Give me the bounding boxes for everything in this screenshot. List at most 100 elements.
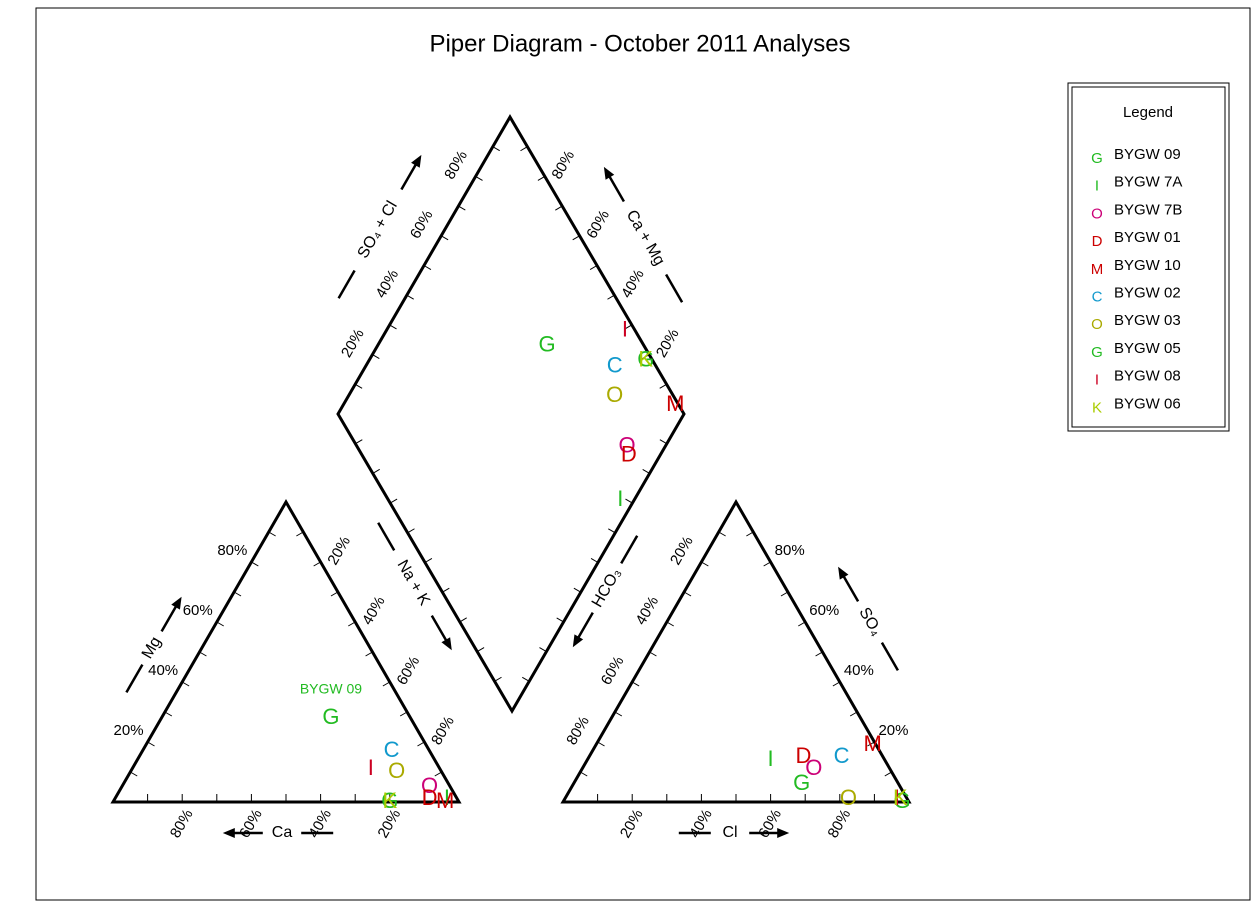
axis-arrow-head xyxy=(838,566,849,580)
cation-point: M xyxy=(436,788,454,813)
legend-label: BYGW 06 xyxy=(1114,395,1181,412)
cation-point: O xyxy=(421,773,438,798)
tick-mark xyxy=(199,651,207,657)
axis-title: Cl xyxy=(722,824,737,841)
diamond-point: M xyxy=(666,391,684,416)
tick-mark xyxy=(434,771,442,777)
anion-point: D xyxy=(796,743,812,768)
tick-mark xyxy=(355,439,363,445)
tick-mark xyxy=(556,617,564,623)
diamond-point: K xyxy=(638,346,653,371)
tick-mark xyxy=(701,561,709,567)
tick-mark xyxy=(642,468,650,474)
tick-mark xyxy=(555,205,563,211)
legend-label: BYGW 09 xyxy=(1114,146,1181,163)
tick-mark xyxy=(354,383,363,389)
tick-mark xyxy=(572,235,580,241)
tick-mark xyxy=(849,711,858,717)
cation-point: D xyxy=(422,785,438,810)
tick-mark xyxy=(798,621,806,627)
tick-mark xyxy=(589,265,598,270)
legend-label: BYGW 7B xyxy=(1114,201,1182,218)
anion-point: K xyxy=(893,785,908,810)
tick-mark xyxy=(718,531,726,537)
legend-marker: O xyxy=(1091,205,1103,222)
tick-mark xyxy=(522,676,530,682)
tick-mark xyxy=(614,711,623,717)
tick-mark xyxy=(625,498,633,504)
tick-mark xyxy=(884,771,892,777)
tick-mark xyxy=(815,651,823,657)
legend-box-inner xyxy=(1071,86,1226,428)
axis-arrow-line xyxy=(841,573,860,603)
tick-mark xyxy=(382,681,391,687)
tick-mark xyxy=(597,741,605,747)
axis-arrow-line xyxy=(337,269,356,299)
anion-point: O xyxy=(840,785,857,810)
diamond-point: G xyxy=(637,346,654,371)
legend-box xyxy=(1067,82,1230,432)
tick-mark xyxy=(216,621,224,627)
diamond-point: O xyxy=(606,382,623,407)
chart-frame xyxy=(35,7,1251,901)
tick-mark xyxy=(268,531,276,537)
tick-mark xyxy=(475,175,483,181)
diamond-point: D xyxy=(621,441,637,466)
tick-label: 40% xyxy=(844,662,874,679)
tick-label: 20% xyxy=(878,722,908,739)
cation-point: O xyxy=(388,758,405,783)
tick-label: 80% xyxy=(775,542,805,559)
tick-mark xyxy=(181,681,190,687)
diamond-point: I xyxy=(622,317,628,342)
diamond-point: O xyxy=(618,432,635,457)
diamond-point: C xyxy=(607,352,623,377)
chart-title: Piper Diagram - October 2011 Analyses xyxy=(429,30,850,57)
tick-label: 80% xyxy=(217,542,247,559)
anion-point: M xyxy=(864,731,882,756)
tick-mark xyxy=(407,528,415,534)
tick-mark xyxy=(147,741,155,747)
tick-mark xyxy=(573,587,582,593)
tick-mark xyxy=(537,175,546,181)
legend-label: BYGW 7A xyxy=(1114,174,1182,191)
tick-mark xyxy=(399,711,408,717)
tick-mark xyxy=(313,561,321,567)
tick-mark xyxy=(580,771,588,777)
tick-mark xyxy=(746,531,754,537)
cation-point: I xyxy=(444,785,450,810)
cation-point: K xyxy=(382,788,397,813)
anion-point: I xyxy=(894,785,900,810)
axis-arrow-line xyxy=(430,614,449,644)
tick-mark xyxy=(372,468,380,474)
tick-mark xyxy=(494,676,502,682)
tick-mark xyxy=(832,681,841,687)
axis-arrow-line xyxy=(606,173,625,203)
axis-arrow-head xyxy=(572,634,584,648)
cation-point: G xyxy=(322,704,339,729)
axis-arrow-line xyxy=(160,603,179,632)
tick-mark xyxy=(389,498,398,504)
axis-arrow-head xyxy=(777,828,790,838)
tick-label: 20% xyxy=(114,722,144,739)
tick-mark xyxy=(348,621,356,627)
anion-point: G xyxy=(793,770,810,795)
legend-label: BYGW 05 xyxy=(1114,340,1181,357)
axis-arrow-head xyxy=(411,154,422,168)
tick-mark xyxy=(659,383,667,389)
legend-label: BYGW 02 xyxy=(1114,284,1181,301)
diamond xyxy=(336,114,686,714)
tick-mark xyxy=(130,771,138,777)
axis-title: Ca xyxy=(272,824,293,841)
tick-mark xyxy=(365,651,373,657)
anion-point: I xyxy=(768,746,774,771)
axis-arrow-head xyxy=(171,596,182,610)
legend-marker: M xyxy=(1091,261,1104,278)
tick-mark xyxy=(406,294,414,300)
legend-marker: O xyxy=(1091,316,1103,333)
tick-label: 60% xyxy=(183,602,213,619)
tick-mark xyxy=(649,651,657,657)
legend-marker: D xyxy=(1092,233,1103,250)
tick-mark xyxy=(476,647,485,653)
tick-mark xyxy=(539,647,547,653)
tick-mark xyxy=(164,711,173,717)
